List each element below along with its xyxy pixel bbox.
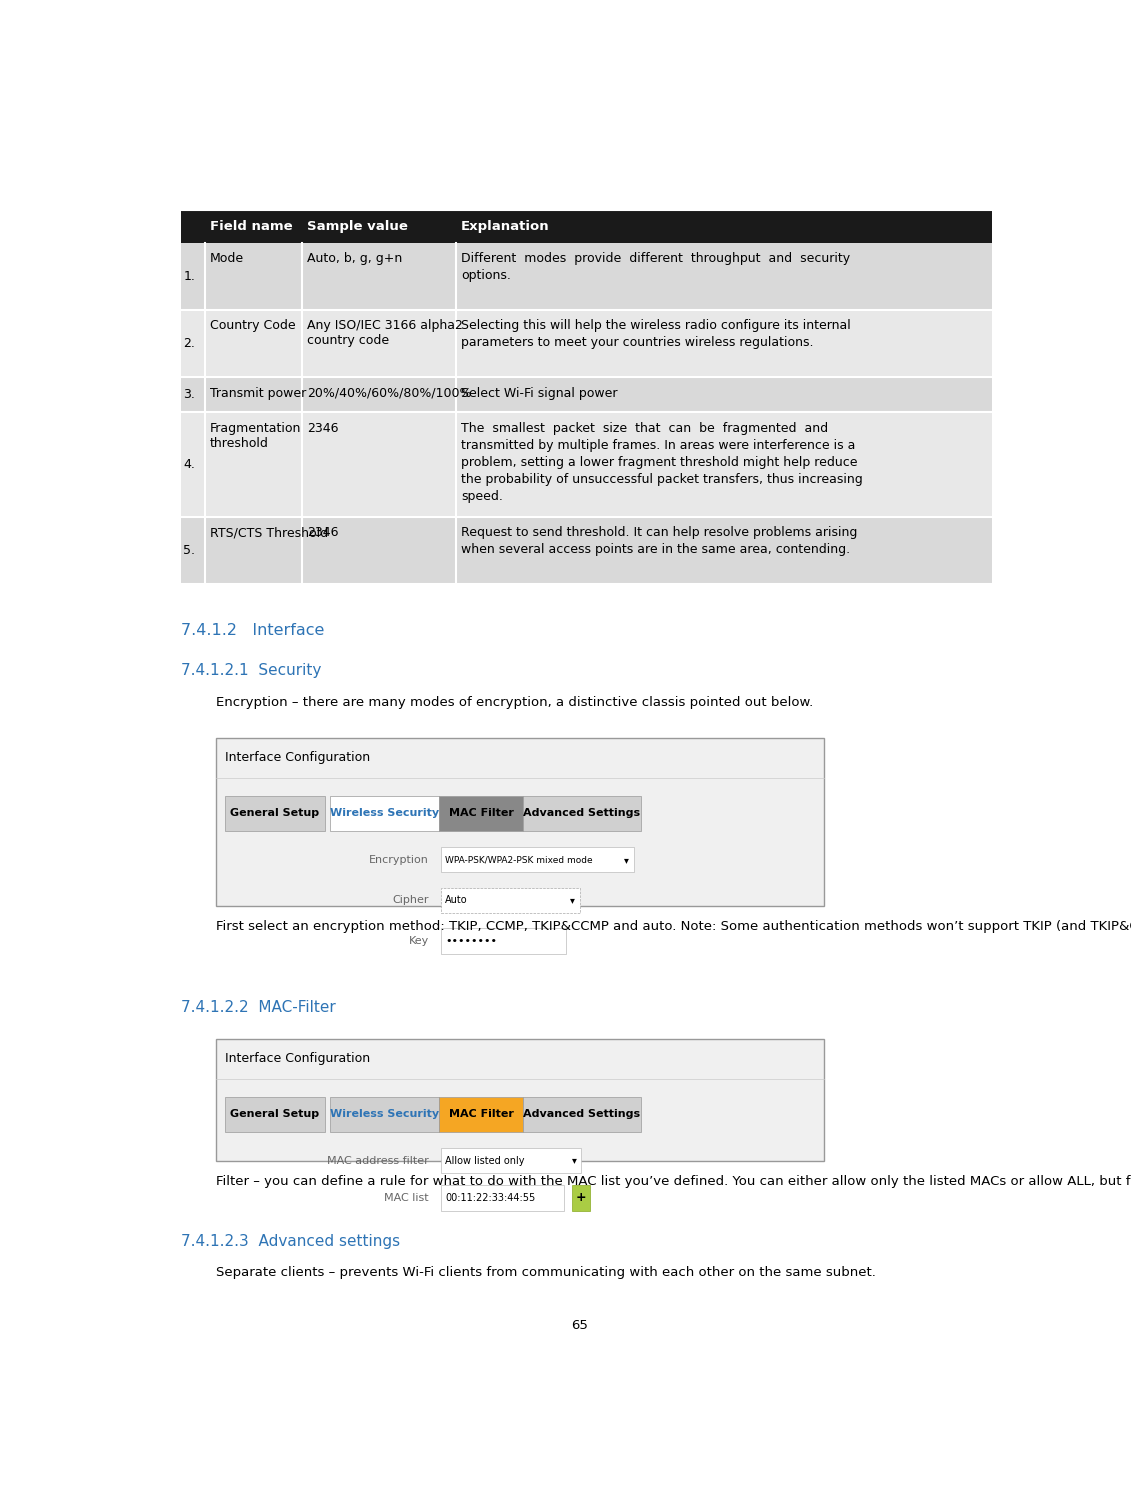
Text: Selecting this will help the wireless radio configure its internal
parameters to: Selecting this will help the wireless ra…	[460, 320, 851, 350]
Text: 5.: 5.	[183, 545, 196, 557]
FancyBboxPatch shape	[439, 1097, 523, 1132]
FancyBboxPatch shape	[181, 377, 992, 412]
Text: MAC Filter: MAC Filter	[449, 1109, 513, 1120]
Text: Fragmentation
threshold: Fragmentation threshold	[209, 421, 301, 450]
Text: Auto, b, g, g+n: Auto, b, g, g+n	[307, 252, 402, 266]
FancyBboxPatch shape	[523, 795, 641, 830]
Text: 1.: 1.	[183, 270, 196, 282]
Text: Field name: Field name	[209, 220, 292, 232]
Text: +: +	[576, 1191, 587, 1204]
Text: 20%/40%/60%/80%/100%: 20%/40%/60%/80%/100%	[307, 386, 472, 400]
FancyBboxPatch shape	[330, 1097, 439, 1132]
FancyBboxPatch shape	[439, 795, 523, 830]
FancyBboxPatch shape	[216, 738, 824, 905]
FancyBboxPatch shape	[330, 795, 439, 830]
Text: First select an encryption method: TKIP, CCMP, TKIP&CCMP and auto. Note: Some au: First select an encryption method: TKIP,…	[216, 920, 1131, 933]
FancyBboxPatch shape	[181, 309, 992, 377]
Text: General Setup: General Setup	[231, 809, 320, 818]
Text: 3.: 3.	[183, 388, 196, 401]
Text: 7.4.1.2.3  Advanced settings: 7.4.1.2.3 Advanced settings	[181, 1234, 400, 1249]
Text: Different  modes  provide  different  throughput  and  security
options.: Different modes provide different throug…	[460, 252, 851, 282]
Text: MAC list: MAC list	[385, 1192, 429, 1203]
Text: 00:11:22:33:44:55: 00:11:22:33:44:55	[446, 1192, 535, 1203]
Text: Wireless Security: Wireless Security	[330, 1109, 439, 1120]
Text: Encryption: Encryption	[369, 854, 429, 865]
Text: Mode: Mode	[209, 252, 243, 266]
FancyBboxPatch shape	[181, 210, 992, 243]
Text: 7.4.1.2.2  MAC-Filter: 7.4.1.2.2 MAC-Filter	[181, 1000, 336, 1016]
Text: ••••••••: ••••••••	[446, 936, 498, 946]
FancyBboxPatch shape	[441, 847, 633, 872]
FancyBboxPatch shape	[216, 1038, 824, 1160]
Text: MAC address filter: MAC address filter	[327, 1156, 429, 1165]
Text: Wireless Security: Wireless Security	[330, 809, 439, 818]
Text: 65: 65	[571, 1319, 588, 1332]
FancyBboxPatch shape	[181, 518, 992, 584]
Text: Filter – you can define a rule for what to do with the MAC list you’ve defined. : Filter – you can define a rule for what …	[216, 1174, 1131, 1188]
FancyBboxPatch shape	[225, 1097, 326, 1132]
Text: Select Wi-Fi signal power: Select Wi-Fi signal power	[460, 386, 618, 400]
Text: Key: Key	[408, 936, 429, 946]
Text: 4.: 4.	[183, 459, 196, 471]
Text: 2.: 2.	[183, 337, 196, 350]
Text: ▾: ▾	[624, 854, 629, 865]
Text: Transmit power: Transmit power	[209, 386, 305, 400]
Text: Request to send threshold. It can help resolve problems arising
when several acc: Request to send threshold. It can help r…	[460, 527, 857, 557]
Text: MAC Filter: MAC Filter	[449, 809, 513, 818]
Text: Any ISO/IEC 3166 alpha2
country code: Any ISO/IEC 3166 alpha2 country code	[307, 320, 463, 347]
FancyBboxPatch shape	[225, 795, 326, 830]
Text: 7.4.1.2   Interface: 7.4.1.2 Interface	[181, 623, 325, 638]
Text: Advanced Settings: Advanced Settings	[524, 809, 640, 818]
FancyBboxPatch shape	[523, 1097, 641, 1132]
Text: 2346: 2346	[307, 527, 338, 539]
Text: ▾: ▾	[570, 895, 576, 905]
Text: Separate clients – prevents Wi-Fi clients from communicating with each other on : Separate clients – prevents Wi-Fi client…	[216, 1266, 875, 1280]
Text: Explanation: Explanation	[460, 220, 550, 232]
Text: Allow listed only: Allow listed only	[446, 1156, 525, 1165]
FancyBboxPatch shape	[181, 243, 992, 309]
FancyBboxPatch shape	[441, 928, 567, 954]
FancyBboxPatch shape	[572, 1185, 590, 1210]
Text: Cipher: Cipher	[392, 895, 429, 905]
Text: General Setup: General Setup	[231, 1109, 320, 1120]
Text: Sample value: Sample value	[307, 220, 407, 232]
Text: Encryption – there are many modes of encryption, a distinctive classis pointed o: Encryption – there are many modes of enc…	[216, 696, 813, 709]
FancyBboxPatch shape	[441, 1148, 581, 1174]
Text: ▾: ▾	[571, 1156, 577, 1165]
Text: Auto: Auto	[446, 895, 468, 905]
Text: Country Code: Country Code	[209, 320, 295, 332]
Text: The  smallest  packet  size  that  can  be  fragmented  and
transmitted by multi: The smallest packet size that can be fra…	[460, 421, 863, 502]
FancyBboxPatch shape	[441, 887, 580, 913]
Text: Interface Configuration: Interface Configuration	[225, 1052, 370, 1065]
FancyBboxPatch shape	[181, 412, 992, 518]
FancyBboxPatch shape	[441, 1185, 563, 1210]
Text: 7.4.1.2.1  Security: 7.4.1.2.1 Security	[181, 664, 321, 678]
Text: RTS/CTS Threshold: RTS/CTS Threshold	[209, 527, 328, 539]
Text: Interface Configuration: Interface Configuration	[225, 751, 370, 765]
Text: WPA-PSK/WPA2-PSK mixed mode: WPA-PSK/WPA2-PSK mixed mode	[446, 856, 593, 865]
Text: Advanced Settings: Advanced Settings	[524, 1109, 640, 1120]
Text: 2346: 2346	[307, 421, 338, 435]
